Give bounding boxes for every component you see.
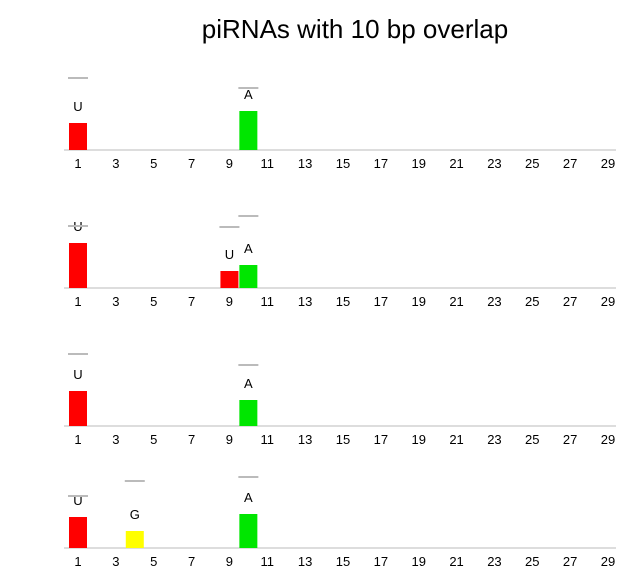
bar-letter: A [244, 376, 253, 391]
x-tick-label: 13 [298, 294, 312, 309]
x-tick-label: 7 [188, 432, 195, 447]
x-tick-label: 21 [449, 554, 463, 569]
x-tick-label: 21 [449, 294, 463, 309]
bar [69, 517, 87, 548]
bar [239, 265, 258, 288]
x-tick-label: 1 [74, 294, 81, 309]
x-tick-label: 1 [74, 554, 81, 569]
x-tick-label: 15 [336, 554, 350, 569]
x-tick-label: 17 [374, 432, 388, 447]
x-tick-label: 11 [261, 156, 275, 171]
chart-title: piRNAs with 10 bp overlap [202, 14, 508, 44]
x-tick-label: 17 [374, 554, 388, 569]
bar-letter: U [73, 99, 82, 114]
x-tick-label: 15 [336, 432, 350, 447]
x-tick-label: 21 [449, 432, 463, 447]
x-tick-label: 5 [150, 294, 157, 309]
bar-letter: A [244, 490, 253, 505]
x-tick-label: 11 [261, 432, 275, 447]
bar [69, 391, 87, 426]
x-tick-label: 23 [487, 294, 501, 309]
x-tick-label: 5 [150, 432, 157, 447]
x-tick-label: 15 [336, 156, 350, 171]
x-tick-label: 25 [525, 432, 539, 447]
x-tick-label: 11 [261, 554, 275, 569]
x-tick-label: 9 [226, 294, 233, 309]
x-tick-label: 5 [150, 156, 157, 171]
x-tick-label: 13 [298, 156, 312, 171]
x-tick-label: 1 [74, 156, 81, 171]
x-tick-label: 19 [411, 294, 425, 309]
x-tick-label: 25 [525, 554, 539, 569]
x-tick-label: 29 [601, 432, 615, 447]
x-tick-label: 29 [601, 554, 615, 569]
x-tick-label: 13 [298, 554, 312, 569]
x-tick-label: 13 [298, 432, 312, 447]
x-tick-label: 7 [188, 156, 195, 171]
bar-letter: A [244, 241, 253, 256]
x-tick-label: 17 [374, 156, 388, 171]
x-tick-label: 17 [374, 294, 388, 309]
x-tick-label: 19 [411, 432, 425, 447]
x-tick-label: 27 [563, 432, 577, 447]
bar [69, 123, 87, 150]
bar [239, 514, 258, 548]
x-tick-label: 19 [411, 156, 425, 171]
x-tick-label: 3 [112, 554, 119, 569]
x-tick-label: 3 [112, 294, 119, 309]
x-tick-label: 11 [261, 294, 275, 309]
x-tick-label: 19 [411, 554, 425, 569]
x-tick-label: 21 [449, 156, 463, 171]
x-tick-label: 29 [601, 156, 615, 171]
bar-letter: G [130, 507, 140, 522]
x-tick-label: 27 [563, 554, 577, 569]
x-tick-label: 9 [226, 432, 233, 447]
bar [239, 111, 258, 150]
x-tick-label: 9 [226, 554, 233, 569]
x-tick-label: 9 [226, 156, 233, 171]
bar [69, 243, 87, 288]
bar-letter: A [244, 87, 253, 102]
bar-letter: U [225, 247, 234, 262]
bar [125, 531, 144, 548]
x-tick-label: 23 [487, 554, 501, 569]
bar-letter: U [73, 367, 82, 382]
x-tick-label: 25 [525, 156, 539, 171]
x-tick-label: 1 [74, 432, 81, 447]
x-tick-label: 15 [336, 294, 350, 309]
x-tick-label: 27 [563, 294, 577, 309]
x-tick-label: 5 [150, 554, 157, 569]
x-tick-label: 3 [112, 432, 119, 447]
x-tick-label: 7 [188, 554, 195, 569]
x-tick-label: 25 [525, 294, 539, 309]
bar-letter: U [73, 493, 82, 508]
x-tick-label: 23 [487, 432, 501, 447]
x-tick-label: 29 [601, 294, 615, 309]
x-tick-label: 7 [188, 294, 195, 309]
x-tick-label: 3 [112, 156, 119, 171]
x-tick-label: 27 [563, 156, 577, 171]
bar [220, 271, 239, 288]
x-tick-label: 23 [487, 156, 501, 171]
bar [239, 400, 258, 426]
